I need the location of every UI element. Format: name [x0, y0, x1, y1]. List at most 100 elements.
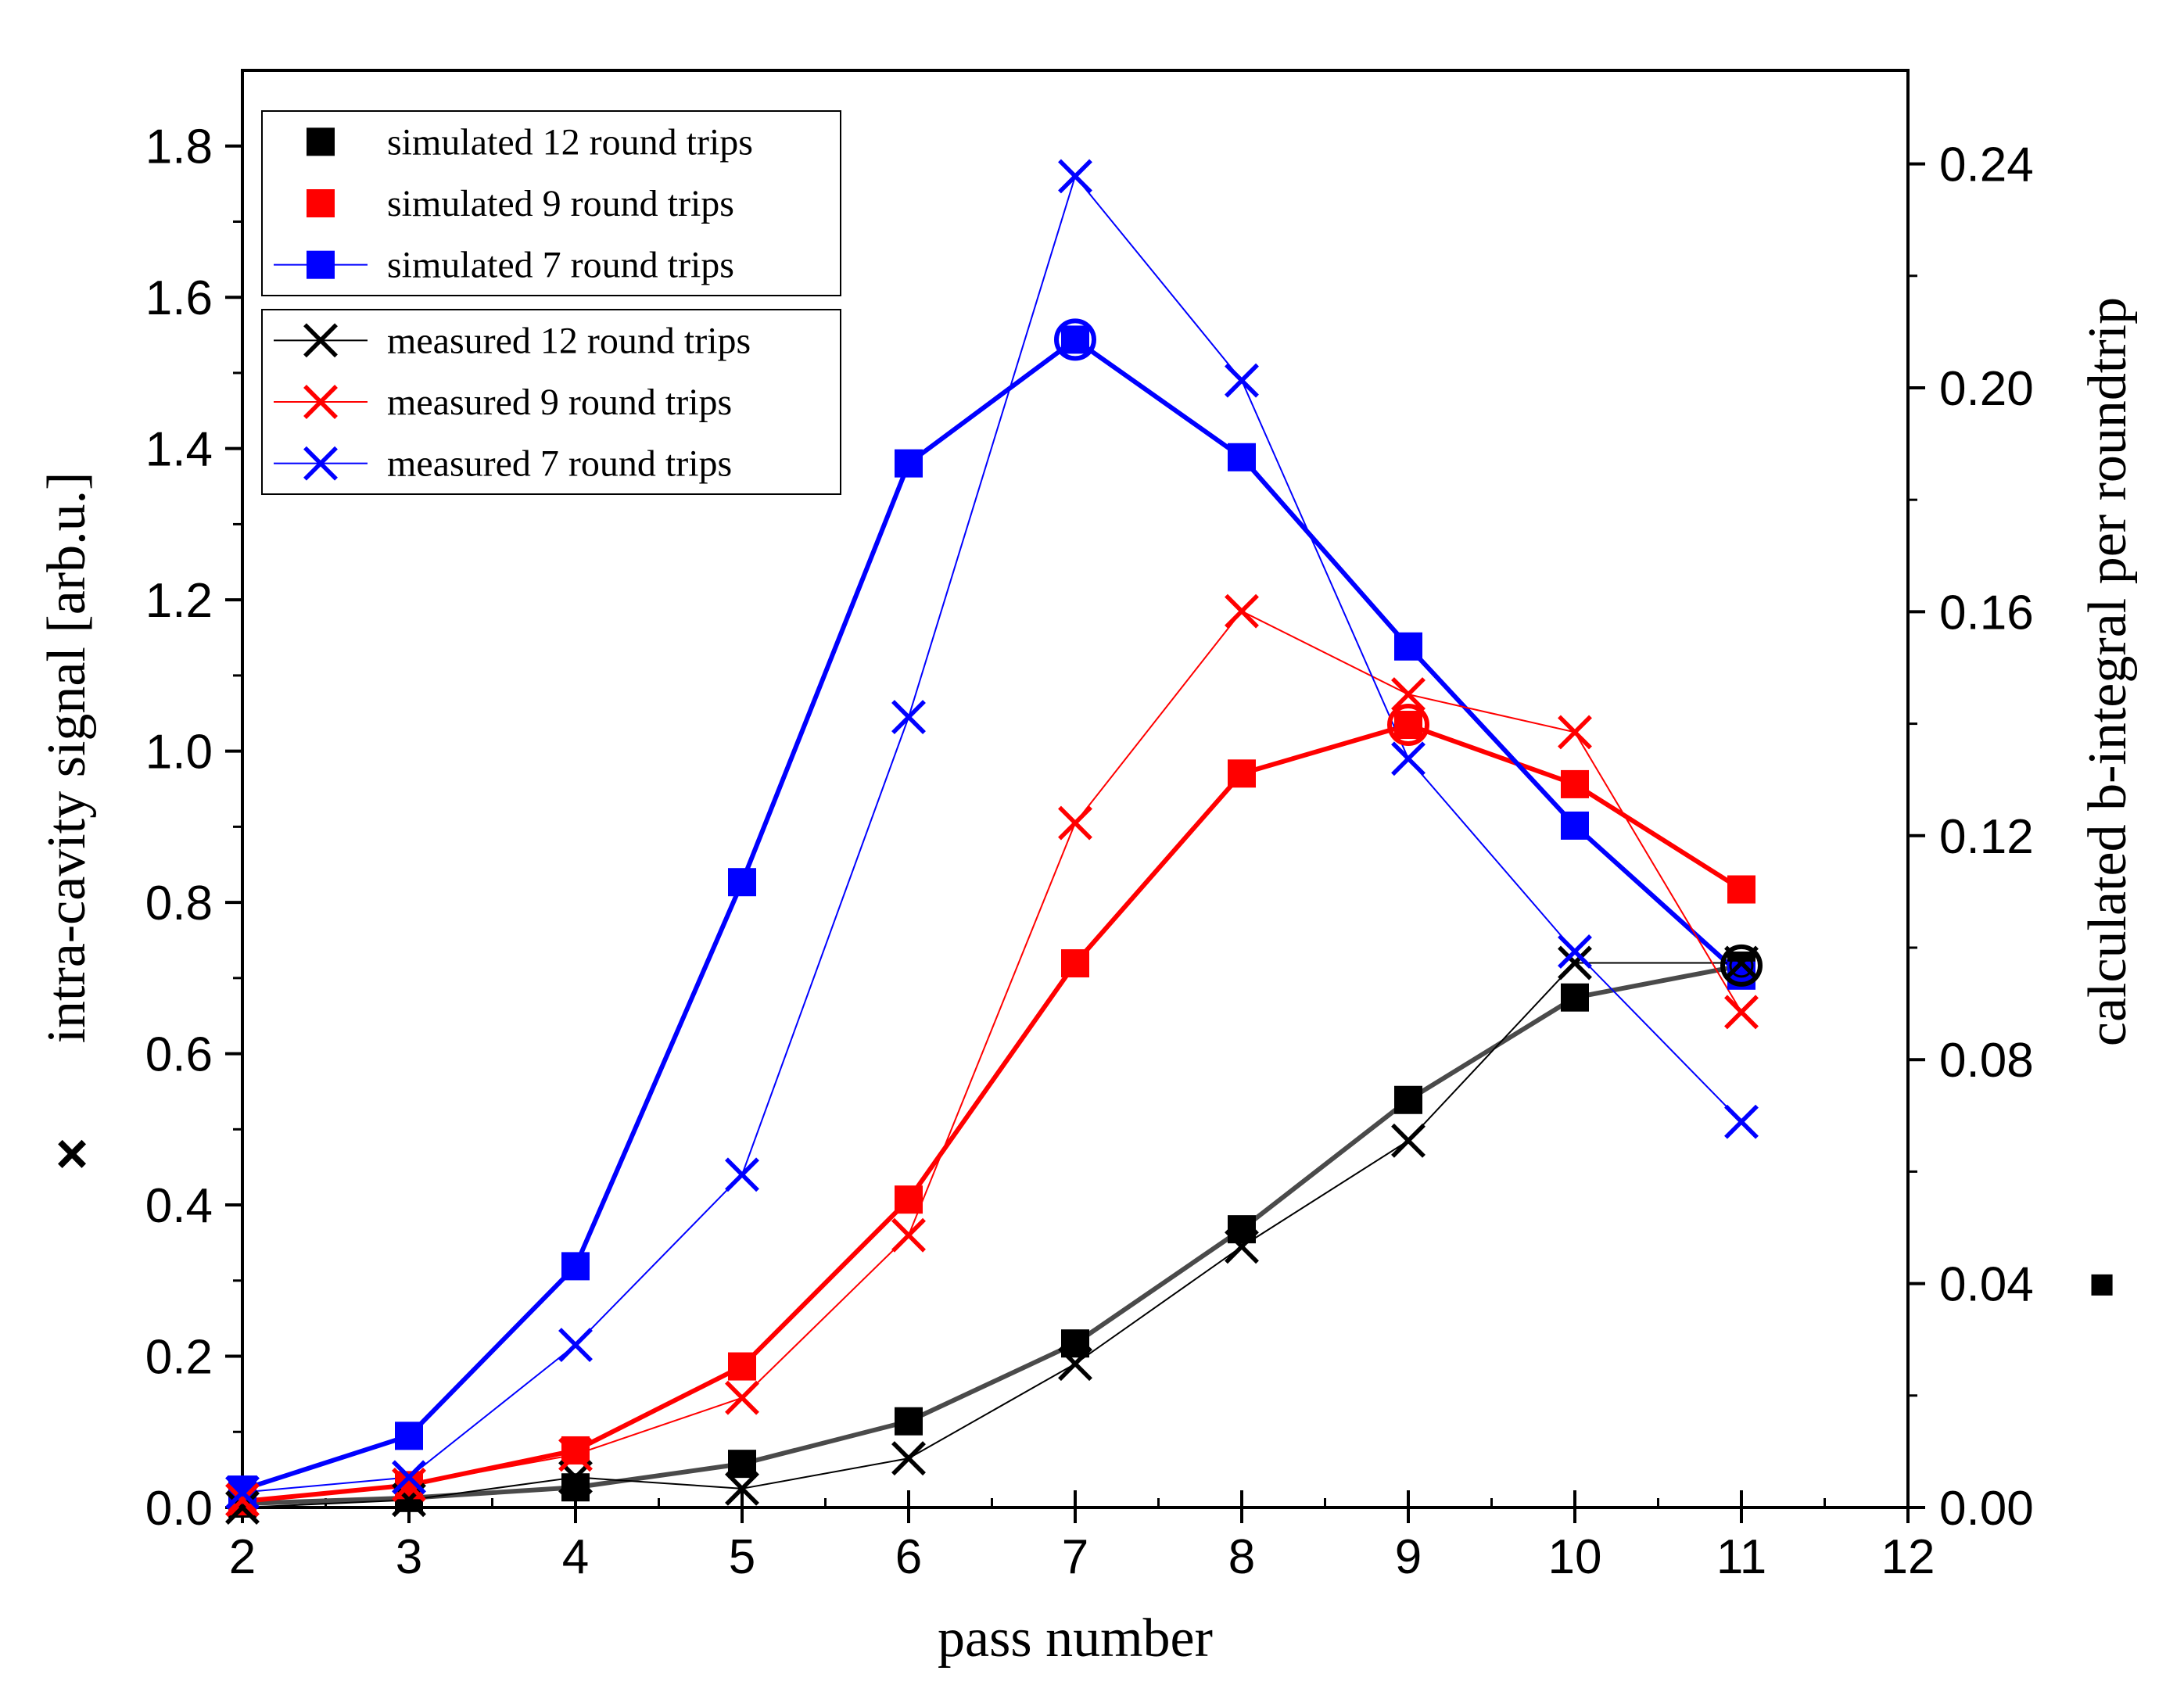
y-right-tick-label: 0.16	[1939, 586, 2034, 640]
meas-point	[1558, 715, 1592, 750]
y-left-tick-label: 0.6	[145, 1028, 213, 1082]
y-left-axis-title: intra-cavity signal [arb.u.]	[37, 472, 97, 1044]
legend-label: measured 7 round trips	[387, 443, 732, 485]
meas-point	[1225, 593, 1259, 629]
legend-label: simulated 12 round trips	[387, 121, 753, 163]
cross-stroke	[1558, 715, 1592, 750]
x-tick-label: 7	[1062, 1530, 1088, 1584]
sim-point	[728, 868, 756, 897]
legend-label: measured 12 round trips	[387, 320, 751, 361]
sim-point	[561, 1252, 590, 1281]
series-line-2	[242, 337, 1744, 1492]
sim-point	[1561, 811, 1589, 840]
highlight-circle-inner	[1063, 327, 1088, 352]
y-left-tick-label: 0.4	[145, 1179, 213, 1233]
meas-point	[225, 1482, 260, 1518]
series-line-0	[242, 963, 1742, 1506]
x-tick-label: 12	[1881, 1530, 1935, 1584]
cross-stroke	[303, 323, 338, 358]
x-tick-label: 2	[229, 1530, 256, 1584]
cross-stroke	[725, 1380, 759, 1415]
meas-point	[392, 1460, 426, 1495]
series-lines-layer	[242, 175, 1744, 1508]
x-tick-label: 4	[562, 1530, 589, 1584]
x-tick-label: 11	[1716, 1530, 1766, 1584]
cross-stroke	[225, 1475, 260, 1510]
legend-label: measured 9 round trips	[387, 382, 732, 423]
cross-stroke	[891, 1441, 926, 1476]
cross-stroke	[303, 446, 338, 481]
meas-point	[891, 1441, 926, 1476]
meas-point	[1391, 677, 1426, 712]
legend-label: simulated 7 round trips	[387, 245, 734, 286]
cross-stroke	[1724, 1104, 1759, 1139]
y-right-tick-label: 0.12	[1939, 810, 2034, 864]
cross-stroke	[1225, 593, 1259, 629]
sim-point	[1561, 769, 1589, 798]
sim-point	[1561, 983, 1589, 1012]
meas-point	[1558, 934, 1592, 969]
highlight-circle-inner	[1396, 712, 1421, 737]
legend-cross-marker	[303, 323, 338, 358]
x-tick-label: 9	[1395, 1530, 1422, 1584]
sim-point	[1061, 325, 1089, 354]
highlight-circle	[1387, 704, 1429, 747]
series-line-4	[242, 610, 1742, 1501]
y-left-tick-label: 0.2	[145, 1331, 213, 1385]
meas-point	[725, 1380, 759, 1415]
cross-stroke	[1225, 363, 1259, 398]
y-left-tick-label: 0.8	[145, 877, 213, 930]
series-line-5	[242, 175, 1742, 1493]
labels-layer: pass number intra-cavity signal [arb.u.] c…	[37, 297, 2138, 1669]
y-left-tick-label: 1.0	[145, 726, 213, 780]
legend-square-marker	[307, 250, 335, 279]
y-right-tick-label: 0.20	[1939, 362, 2034, 416]
y-right-tick-label: 0.24	[1939, 138, 2034, 192]
sim-point	[1394, 1085, 1422, 1114]
meas-point	[1391, 741, 1426, 776]
legend-label: simulated 9 round trips	[387, 183, 734, 224]
x-tick-label: 6	[895, 1530, 922, 1584]
cross-stroke	[1391, 1123, 1426, 1158]
cross-stroke	[1558, 945, 1592, 981]
meas-point	[225, 1475, 260, 1510]
sim-point	[1228, 759, 1256, 788]
y-right-axis-title: calculated b-integral per roundtrip	[2078, 297, 2138, 1046]
sim-point	[1394, 711, 1422, 740]
cross-stroke	[1058, 805, 1092, 841]
x-tick-label: 10	[1548, 1530, 1602, 1584]
legend-layer: simulated 12 round trips simulated 9 roun…	[261, 110, 841, 495]
y-left-tick-label: 1.6	[145, 271, 213, 325]
cross-stroke	[392, 1468, 426, 1502]
meas-point	[891, 700, 926, 735]
cross-stroke	[1391, 677, 1426, 712]
highlight-circle-inner	[1729, 953, 1754, 978]
meas-point	[1058, 1346, 1092, 1382]
meas-point	[1058, 159, 1092, 194]
meas-point	[1391, 1123, 1426, 1158]
highlight-circle	[1720, 944, 1763, 987]
cross-stroke	[1724, 995, 1759, 1030]
meas-point	[1724, 1104, 1759, 1139]
x-tick-label: 3	[396, 1530, 422, 1584]
series-line-1	[242, 722, 1743, 1504]
sim-point	[561, 1436, 590, 1465]
cross-stroke	[1058, 1346, 1092, 1382]
legend-cross-marker	[303, 446, 338, 481]
cross-stroke	[225, 1490, 260, 1525]
cross-stroke	[891, 700, 926, 735]
series-markers-layer	[225, 159, 1763, 1525]
sim-point	[1228, 443, 1256, 471]
cross-stroke	[1225, 1229, 1259, 1264]
y-right-tick-label: 0.04	[1939, 1258, 2034, 1312]
y-left-tick-label: 0.0	[145, 1482, 213, 1536]
sim-point	[895, 1407, 923, 1436]
meas-point	[1225, 363, 1259, 398]
cross-stroke	[891, 1217, 926, 1253]
cross-stroke	[1558, 934, 1592, 969]
sim-point	[728, 1352, 756, 1381]
sim-point	[1061, 949, 1089, 978]
meas-point	[558, 1437, 593, 1472]
y-right-tick-label: 0.00	[1939, 1482, 2034, 1536]
